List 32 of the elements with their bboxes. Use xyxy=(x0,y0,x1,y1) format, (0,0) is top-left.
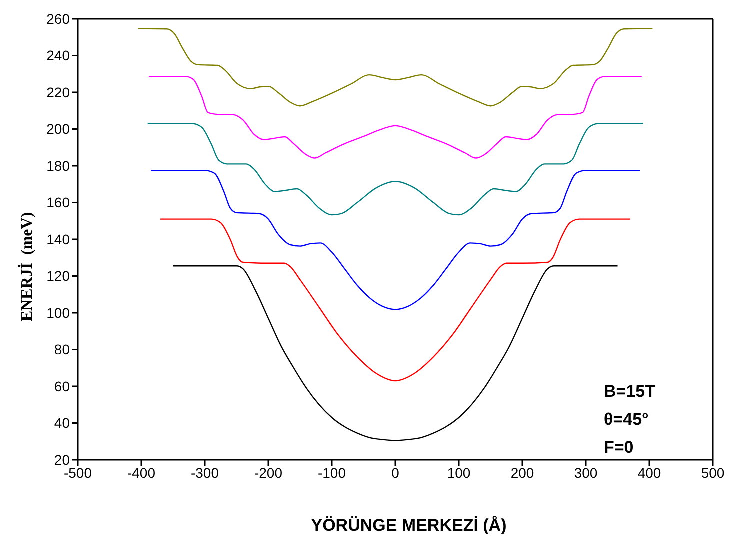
x-tick-label: 0 xyxy=(392,464,400,481)
y-tick-label: 240 xyxy=(46,48,70,64)
y-tick-label: 100 xyxy=(46,304,70,321)
y-tick-label: 200 xyxy=(46,121,70,138)
y-tick-label: 80 xyxy=(54,342,70,358)
line-series xyxy=(150,170,641,310)
y-tick-label: 120 xyxy=(46,268,70,284)
x-tick-label: -100 xyxy=(318,464,346,481)
x-axis-title: YÖRÜNGE MERKEZİ (Å) xyxy=(310,516,508,536)
x-tick-label: 400 xyxy=(638,464,662,481)
line-series xyxy=(160,218,632,382)
x-tick-label: 300 xyxy=(574,464,598,481)
annotation: F=0 xyxy=(604,437,635,459)
x-tick-label: -200 xyxy=(254,464,283,481)
y-tick-label: 220 xyxy=(46,84,70,100)
y-tick-label: 140 xyxy=(46,231,70,248)
x-tick-label: 500 xyxy=(701,464,725,481)
y-tick-label: 60 xyxy=(54,378,70,394)
line-series xyxy=(148,76,642,159)
line-series xyxy=(138,28,654,107)
line-series xyxy=(147,123,644,216)
annotation: B=15T xyxy=(604,381,656,403)
x-tick-label: -300 xyxy=(190,464,220,481)
annotation: θ=45° xyxy=(604,409,650,431)
x-tick-label: -400 xyxy=(127,464,156,481)
y-tick-label: 180 xyxy=(46,158,70,174)
y-tick-label: 160 xyxy=(46,194,70,211)
x-tick-label: 100 xyxy=(447,464,471,481)
y-axis-title: ENERJİ (meV) xyxy=(19,211,37,324)
y-tick-label: 40 xyxy=(54,415,70,432)
x-tick-label: 200 xyxy=(510,464,534,481)
y-tick-label: 260 xyxy=(46,10,70,27)
